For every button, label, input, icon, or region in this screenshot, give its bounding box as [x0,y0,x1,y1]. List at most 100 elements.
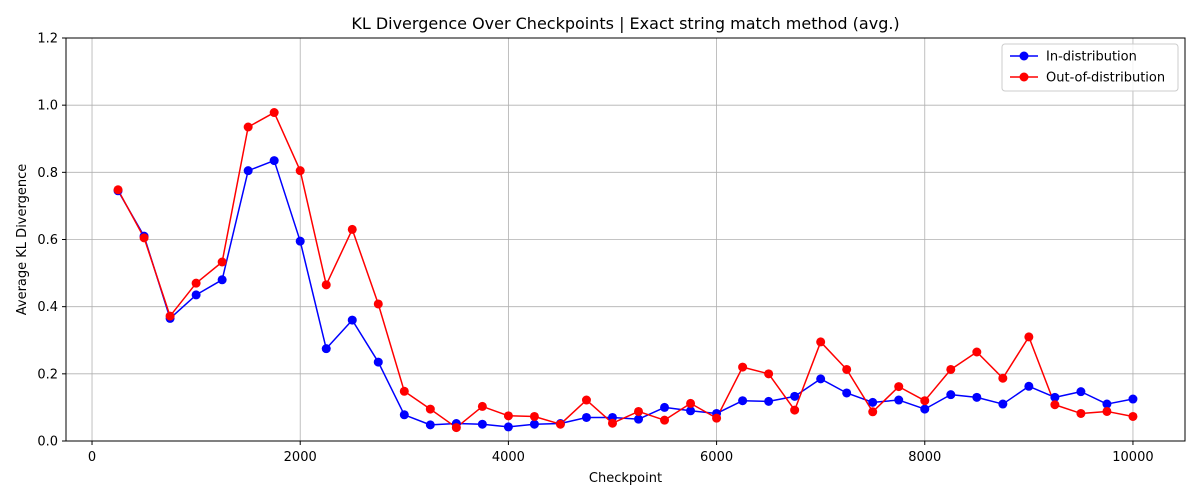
data-point [816,337,826,347]
data-point [660,402,670,412]
data-point [738,396,748,406]
data-point [373,299,383,309]
data-point [1076,387,1086,397]
series-line [117,111,1134,429]
data-point [764,396,774,406]
legend-box [1001,43,1179,92]
data-point [920,404,930,414]
data-point [946,390,956,400]
data-point [634,414,644,424]
data-point [1024,332,1034,342]
data-point [660,415,670,425]
data-point [972,392,982,402]
data-point [217,257,227,267]
data-point [816,374,826,384]
data-point [581,412,591,422]
data-point [894,395,904,405]
data-point [139,233,149,243]
data-point [998,399,1008,409]
data-point [868,407,878,417]
y-tick-label: 0.4 [37,300,58,315]
legend-marker-swatch [1019,72,1029,82]
data-point [451,423,461,433]
data-point [295,166,305,176]
x-tick-label: 10000 [1112,450,1153,465]
legend-label: In-distribution [1046,50,1137,65]
y-tick-label: 0.0 [37,435,58,450]
data-point [399,386,409,396]
data-point [191,278,201,288]
data-point [738,362,748,372]
x-tick-label: 6000 [700,450,733,465]
data-point [191,290,201,300]
data-point [920,396,930,406]
data-point [1050,392,1060,402]
legend-marker-swatch [1019,51,1029,61]
data-point [321,344,331,354]
data-point [790,391,800,401]
y-tick-label: 0.2 [37,367,58,382]
legend-label: Out-of-distribution [1046,71,1165,86]
data-point [347,224,357,234]
data-point [842,388,852,398]
data-point [321,280,331,290]
x-tick-label: 8000 [908,450,941,465]
data-point [555,419,565,429]
x-tick-label: 0 [88,450,96,465]
data-point [998,373,1008,383]
y-tick-label: 1.0 [37,99,58,114]
data-point [1102,399,1112,409]
data-point [1024,381,1034,391]
data-point [1076,408,1086,418]
x-axis-title: Checkpoint [589,471,662,486]
data-point [529,419,539,429]
data-point [165,311,175,321]
data-point [503,411,513,421]
data-point [425,404,435,414]
data-point [972,347,982,357]
data-point [347,315,357,325]
data-point [295,236,305,246]
data-point [686,398,696,408]
data-point [425,420,435,430]
data-point [243,122,253,132]
data-point [894,382,904,392]
data-point [686,406,696,416]
data-point [634,406,644,416]
data-point [764,369,774,379]
series-line [117,159,1134,428]
data-point [217,275,227,285]
data-point [607,418,617,428]
data-point [1128,394,1138,404]
x-tick-label: 4000 [492,450,525,465]
data-point [868,397,878,407]
data-point [503,422,513,432]
data-point [113,185,123,195]
data-point [529,411,539,421]
y-tick-label: 1.2 [37,32,58,47]
y-axis-title: Average KL Divergence [15,164,30,315]
data-point [842,364,852,374]
data-point [399,410,409,420]
data-point [1050,400,1060,410]
data-point [477,401,487,411]
data-point [581,395,591,405]
data-point [790,405,800,415]
data-point [946,364,956,374]
data-point [269,108,279,118]
x-tick-label: 2000 [284,450,317,465]
data-point [373,357,383,367]
data-point [1128,411,1138,421]
data-series [113,108,1138,433]
y-tick-label: 0.8 [37,166,58,181]
data-point [1102,406,1112,416]
y-tick-label: 0.6 [37,233,58,248]
data-point [477,419,487,429]
chart-title: KL Divergence Over Checkpoints | Exact s… [351,14,899,33]
legend: In-distribution Out-of-distribution [1001,43,1179,92]
axes: 0 2000 4000 6000 8000 10000 0.0 0.2 0.4 0.6 0.8 1.0… [37,32,1186,465]
data-point [243,166,253,176]
data-point [269,156,279,166]
